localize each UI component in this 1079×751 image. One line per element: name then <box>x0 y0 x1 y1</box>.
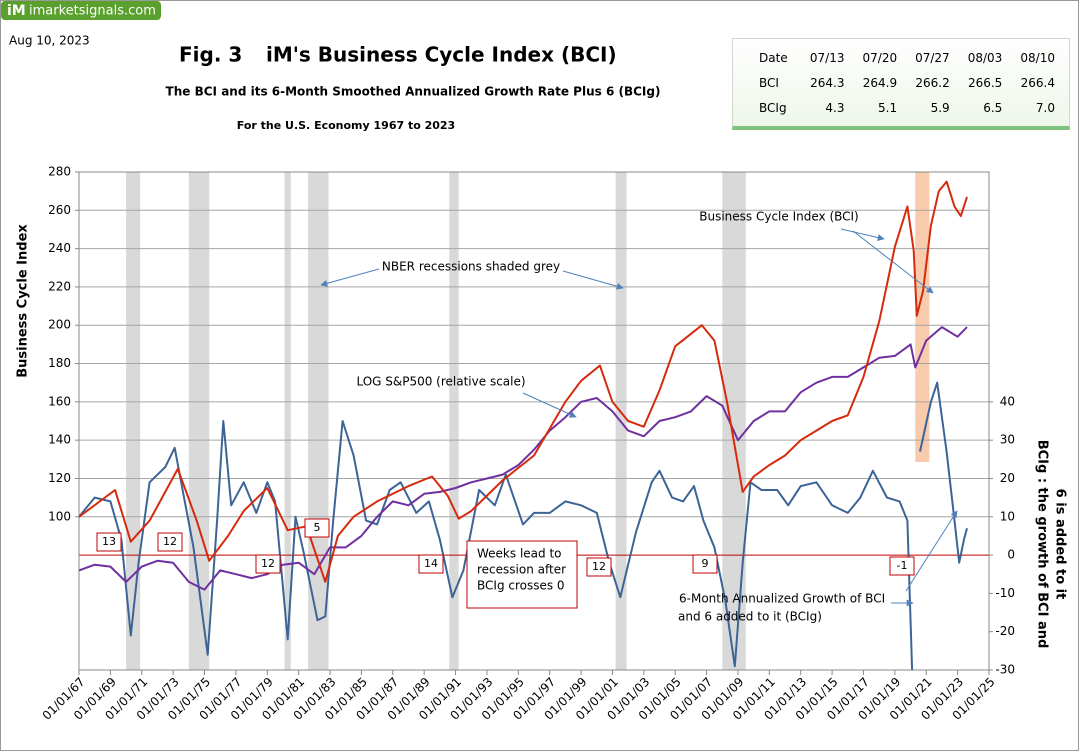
lead-label-box <box>586 557 612 577</box>
lead-label-box <box>692 554 718 574</box>
annotation: BCIg crosses 0 <box>477 579 565 593</box>
series-line <box>79 326 968 591</box>
lead-label-box <box>304 518 330 538</box>
annotation: NBER recessions shaded grey <box>382 260 560 274</box>
y2-tick-label: -30 <box>995 663 1015 677</box>
y-tick-label: 220 <box>48 279 71 293</box>
annotation: Weeks lead to <box>477 547 562 561</box>
lead-label: 12 <box>261 557 275 570</box>
y-tick-label: 160 <box>48 394 71 408</box>
lead-label: 5 <box>314 521 321 534</box>
table-cell: BCI <box>759 75 779 90</box>
table-cell: 7.0 <box>1035 100 1055 115</box>
arrow <box>840 228 885 241</box>
table: Date 07/13 07/20 07/27 08/03 08/10 BCI 264.3 264… <box>733 45 1069 120</box>
table-cell: 5.1 <box>878 100 898 115</box>
table-cell: 266.2 <box>915 75 950 90</box>
logo-mark: iM <box>7 3 26 19</box>
y-tick-label: 100 <box>48 509 71 523</box>
y2-tick-label: -20 <box>995 624 1015 638</box>
series-label: Business Cycle Index (BCI) <box>699 210 859 224</box>
table-cell: BCIg <box>759 100 787 115</box>
date: Aug 10, 2023 <box>9 34 90 48</box>
series-label: LOG S&P500 (relative scale) <box>356 375 525 389</box>
recession-band <box>284 172 291 670</box>
table-cell: 264.3 <box>810 75 845 90</box>
annotation: recession after <box>477 563 566 577</box>
lead-label: 12 <box>592 560 606 573</box>
table-row: Date 07/13 07/20 07/27 08/03 08/10 <box>733 45 1069 70</box>
logo-text: imarketsignals.com <box>29 4 156 19</box>
series-line <box>79 180 968 583</box>
table-cell: 4.3 <box>825 100 845 115</box>
table-cell: 266.4 <box>1020 75 1055 90</box>
note: For the U.S. Economy 1967 to 2023 <box>237 119 455 132</box>
table-row: BCIg 4.3 5.1 5.9 6.5 7.0 <box>733 95 1069 120</box>
lead-box <box>466 540 578 609</box>
arrow <box>905 510 958 592</box>
highlight-band <box>915 172 930 462</box>
y-tick-label: 120 <box>48 471 71 485</box>
lead-label: 13 <box>102 535 116 548</box>
table-cell: 6.5 <box>983 100 1003 115</box>
series-label: 6-Month Annualized Growth of BCI <box>679 592 885 606</box>
y-tick-label: 260 <box>48 203 71 217</box>
table-row: BCI 264.3 264.9 266.2 266.5 266.4 <box>733 70 1069 95</box>
table-cell: 08/03 <box>967 50 1003 65</box>
table-cell: 5.9 <box>930 100 950 115</box>
table-cell: 07/27 <box>915 50 950 65</box>
lead-label-box <box>418 554 444 574</box>
lead-label-box <box>157 532 183 552</box>
arrow <box>562 270 624 290</box>
logo-bg <box>1 1 161 20</box>
subtitle: The BCI and its 6-Month Smoothed Annuali… <box>166 85 661 99</box>
series-group <box>79 180 968 670</box>
plot-frame <box>78 171 990 671</box>
y-tick-label: 280 <box>48 165 71 179</box>
lead-label-box <box>255 554 281 574</box>
y2-tick-label: 30 <box>1000 433 1015 447</box>
lead-label: 14 <box>424 557 438 570</box>
recession-band <box>722 172 746 670</box>
recession-band <box>449 172 459 670</box>
table-cell: 07/13 <box>809 50 845 65</box>
y2-tick-label: -10 <box>995 586 1015 600</box>
y2-tick-label: 20 <box>1000 471 1015 485</box>
y2-tick-label: 10 <box>1000 509 1015 523</box>
lead-label: -1 <box>897 559 908 572</box>
y-tick-label: 180 <box>48 356 71 370</box>
table-cell: Date <box>759 50 788 65</box>
y-tick-label: 200 <box>48 318 71 332</box>
chart-title: iM's Business Cycle Index (BCI) <box>266 43 617 67</box>
table-cell: 07/20 <box>862 50 898 65</box>
lead-label-box <box>96 532 122 552</box>
lead-label-box <box>889 556 915 576</box>
arrow <box>522 392 577 418</box>
table-cell: 264.9 <box>862 75 898 90</box>
summary-table: Date 07/13 07/20 07/27 08/03 08/10 BCI 264.3 264… <box>732 38 1070 130</box>
lead-label: 9 <box>702 557 709 570</box>
series-label: and 6 added to it (BCIg) <box>678 610 822 624</box>
y-axis-title: Business Cycle Index <box>16 224 31 378</box>
y2-tick-label: 40 <box>1000 394 1015 408</box>
fig-label: Fig. 3 <box>179 43 242 67</box>
recession-band <box>126 172 141 670</box>
table-cell: 08/10 <box>1020 50 1055 65</box>
y-tick-label: 140 <box>48 433 71 447</box>
arrow <box>320 268 380 287</box>
y2-tick-label: 0 <box>1007 548 1015 562</box>
recession-band <box>308 172 329 670</box>
y-tick-label: 240 <box>48 241 71 255</box>
series-line <box>79 381 968 670</box>
y2-axis-title: BCIg : the growth of BCI and <box>1035 440 1050 649</box>
y2-axis-title: 6 is added to it <box>1053 489 1068 600</box>
lead-label: 12 <box>163 535 177 548</box>
arrow <box>852 230 934 294</box>
table-cell: 266.5 <box>967 75 1003 90</box>
